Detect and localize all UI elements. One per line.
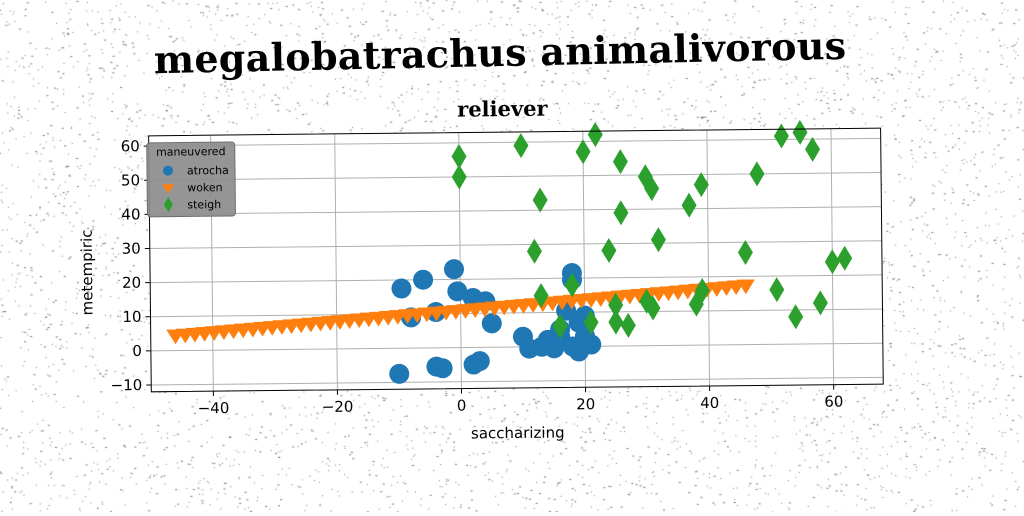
- legend-label-atrocha: atrocha: [187, 164, 229, 177]
- y-tick-label: 60: [121, 137, 140, 155]
- y-axis-label: metempiric: [78, 229, 97, 315]
- x-tick-label: 60: [824, 393, 843, 411]
- x-tick-label: −20: [322, 398, 354, 416]
- x-tick-label: 0: [457, 397, 467, 415]
- x-axis-label: saccharizing: [471, 423, 565, 442]
- x-tick-label: −40: [198, 399, 230, 417]
- y-tick-label: −10: [110, 376, 142, 394]
- x-tick-label: 40: [700, 394, 719, 412]
- y-tick-label: 50: [121, 171, 140, 189]
- legend-label-steigh: steigh: [187, 198, 221, 211]
- chart-title: reliever: [457, 96, 549, 122]
- y-tick-label: 10: [122, 308, 141, 326]
- plot-background: [149, 128, 884, 392]
- legend-title: maneuvered: [156, 145, 226, 159]
- x-tick-label: 20: [576, 395, 595, 413]
- y-tick-label: 40: [121, 205, 140, 223]
- y-tick-label: 20: [122, 274, 141, 292]
- legend: maneuvered atrocha woken steigh: [147, 142, 236, 217]
- y-tick-label: 0: [132, 342, 142, 360]
- y-tick-label: 30: [122, 240, 141, 258]
- legend-label-woken: woken: [187, 181, 223, 194]
